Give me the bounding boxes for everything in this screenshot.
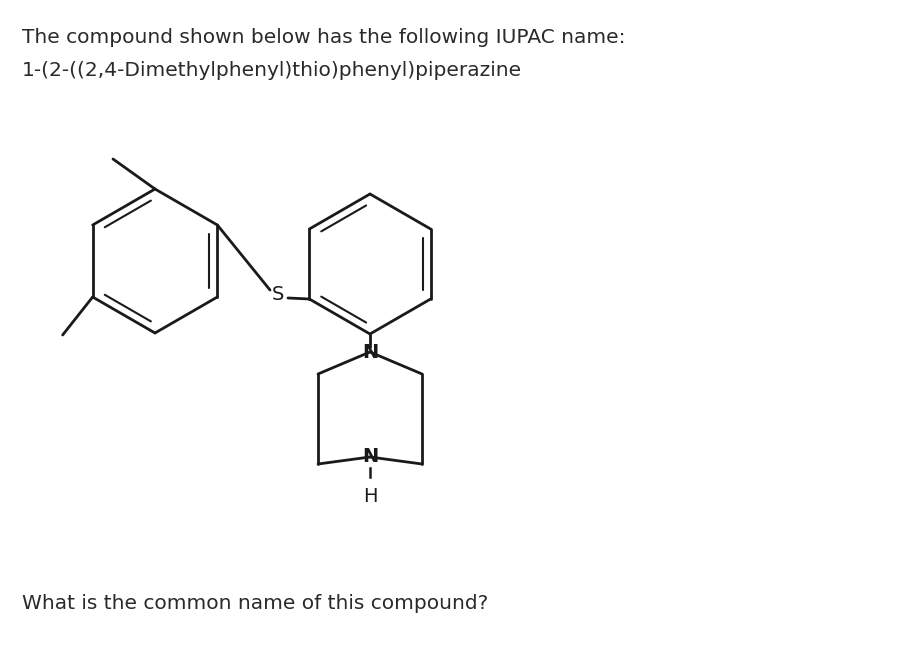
Text: N: N	[361, 342, 377, 362]
Text: H: H	[362, 487, 377, 506]
Text: 1-(2-((2,4-Dimethylphenyl)thio)phenyl)piperazine: 1-(2-((2,4-Dimethylphenyl)thio)phenyl)pi…	[22, 61, 522, 80]
Text: N: N	[361, 448, 377, 466]
Text: S: S	[272, 284, 284, 304]
Text: The compound shown below has the following IUPAC name:: The compound shown below has the followi…	[22, 28, 625, 47]
Text: What is the common name of this compound?: What is the common name of this compound…	[22, 594, 488, 613]
